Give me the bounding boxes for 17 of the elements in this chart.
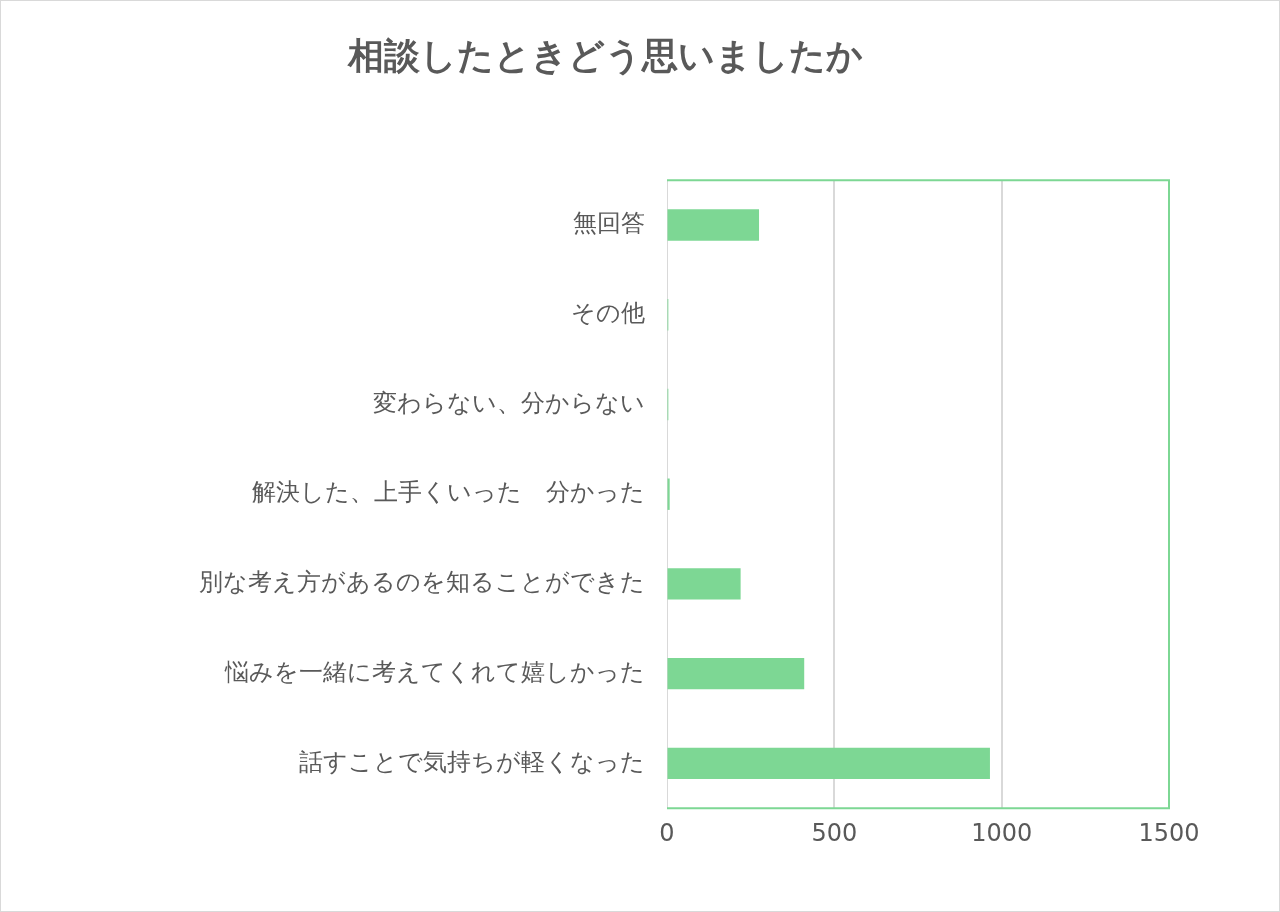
y-tick-label: 悩みを一緒に考えてくれて嬉しかった: [224, 657, 645, 686]
bar: [667, 657, 805, 690]
y-tick-label: 無回答: [573, 209, 645, 238]
y-tick-label: 変わらない、分からない: [373, 388, 645, 417]
x-tick-label: 1000: [971, 818, 1033, 847]
x-tick-label: 0: [659, 818, 675, 847]
bar: [667, 747, 990, 780]
bar: [667, 478, 670, 510]
y-tick-label: その他: [571, 299, 645, 328]
x-tick-label: 500: [811, 818, 858, 847]
y-tick-label: 話すことで気持ちが軽くなった: [299, 747, 645, 776]
bar: [667, 568, 741, 600]
y-tick-label: 別な考え方があるのを知ることができた: [199, 568, 645, 597]
y-tick-label: 解決した、上手くいった 分かった: [252, 478, 645, 507]
x-tick-label: 1500: [1138, 818, 1200, 847]
bar: [667, 209, 760, 241]
chart-title: 相談したときどう思いましたか: [346, 34, 863, 76]
